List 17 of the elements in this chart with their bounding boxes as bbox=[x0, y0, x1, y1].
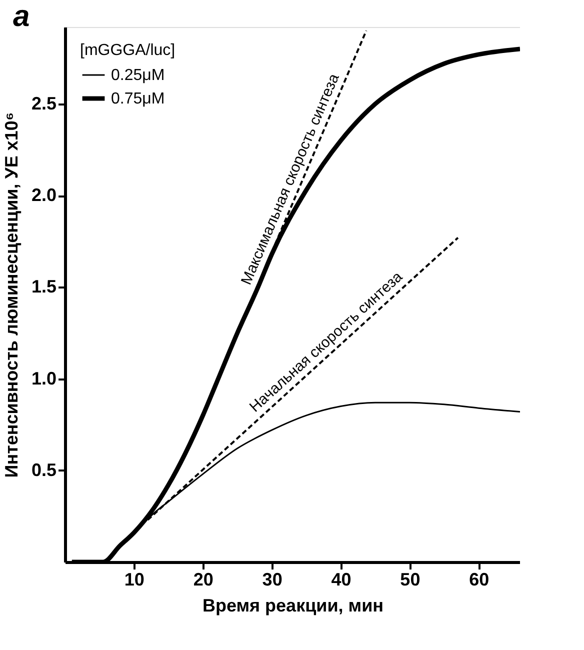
y-tick-label: 2.0 bbox=[31, 185, 56, 206]
x-tick-label: 50 bbox=[400, 570, 420, 590]
legend-label: 0.75μM bbox=[111, 90, 165, 108]
x-tick-label: 60 bbox=[469, 570, 490, 590]
legend-label: 0.25μM bbox=[111, 67, 165, 84]
chart-title: a bbox=[12, 0, 30, 33]
x-tick-label: 10 bbox=[124, 570, 144, 590]
y-tick-label: 1.5 bbox=[31, 276, 56, 297]
y-tick-label: 1.0 bbox=[31, 368, 56, 388]
y-tick-label: 0.5 bbox=[31, 460, 56, 480]
legend-title: [mGGGA/luc] bbox=[80, 42, 176, 59]
x-tick-label: 20 bbox=[193, 570, 214, 590]
x-axis-title: Время реакции, мин bbox=[202, 596, 384, 616]
x-tick-label: 30 bbox=[262, 570, 282, 590]
y-axis-title: Интенсивность люминесценции, УЕ x10⁶ bbox=[1, 112, 22, 478]
x-tick-label: 40 bbox=[331, 570, 352, 590]
y-tick-label: 2.5 bbox=[31, 93, 56, 114]
